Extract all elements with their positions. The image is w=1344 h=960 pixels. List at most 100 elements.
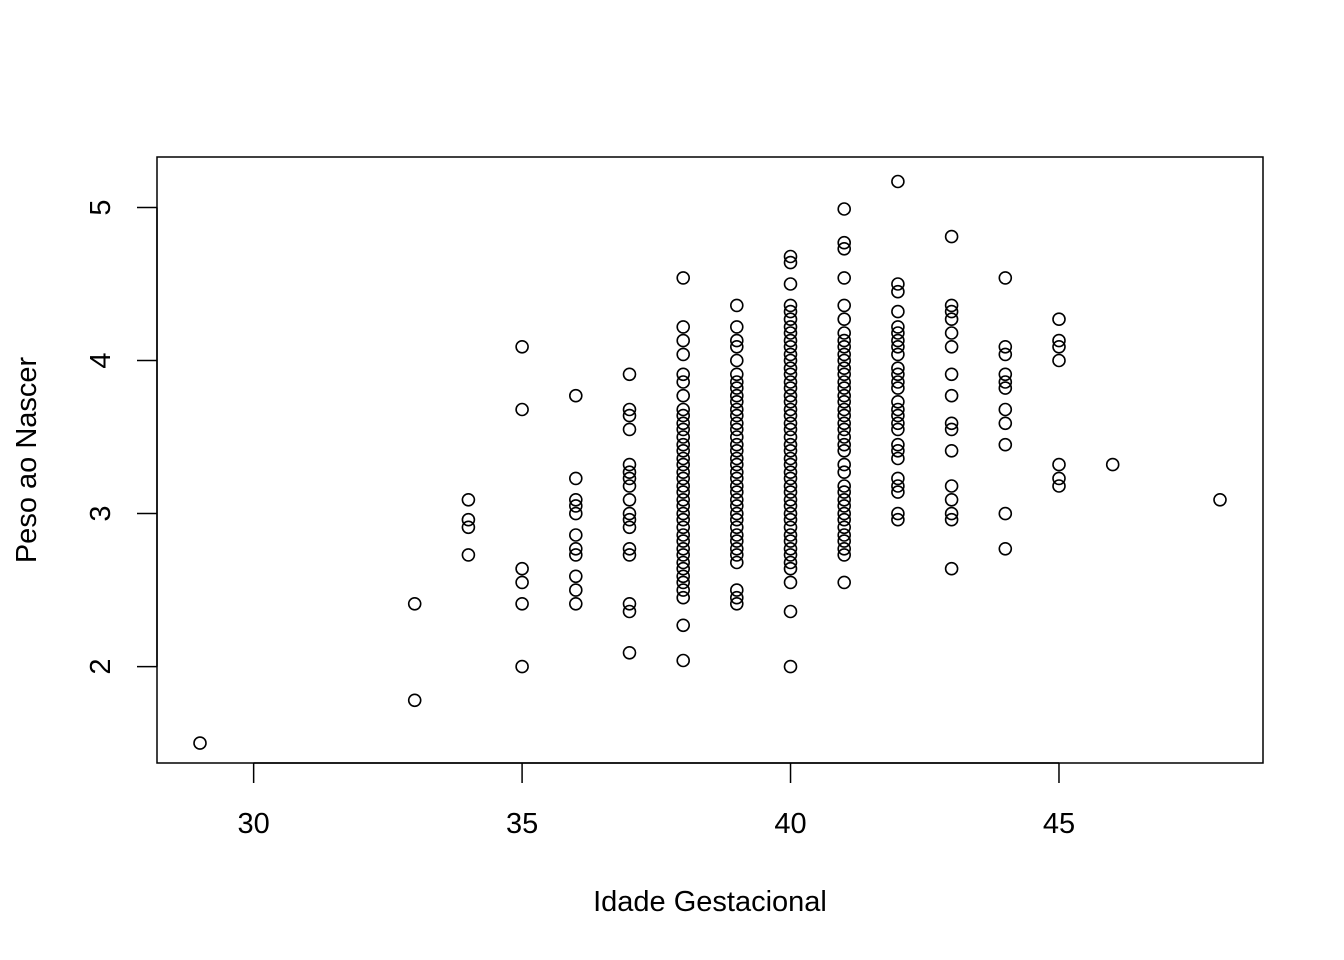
data-point <box>837 443 852 458</box>
data-point <box>837 528 852 542</box>
data-point <box>837 367 852 382</box>
data-point <box>676 548 691 562</box>
data-point <box>944 229 959 244</box>
data-point <box>944 326 959 340</box>
data-point <box>783 333 798 348</box>
data-point <box>783 465 798 480</box>
data-point <box>837 465 852 480</box>
data-point <box>622 402 637 417</box>
data-point <box>407 693 422 708</box>
data-point <box>783 499 798 513</box>
data-point <box>568 506 583 521</box>
data-point <box>891 485 905 499</box>
data-point <box>622 465 637 480</box>
data-point <box>729 339 744 354</box>
data-point <box>676 506 691 521</box>
data-point <box>944 492 959 507</box>
data-point <box>568 569 583 584</box>
data-point <box>676 408 691 423</box>
data-point <box>944 506 959 521</box>
data-point <box>837 381 852 395</box>
data-point <box>783 437 798 452</box>
data-point <box>1052 471 1066 486</box>
data-point <box>676 485 691 499</box>
data-point <box>622 541 637 556</box>
data-point <box>676 499 691 513</box>
data-point <box>891 333 905 348</box>
data-point <box>568 541 583 556</box>
data-point <box>783 277 798 291</box>
data-point <box>1052 479 1066 493</box>
data-point <box>998 375 1013 389</box>
data-point <box>622 512 637 527</box>
x-tick-label: 45 <box>1043 808 1075 840</box>
data-point <box>837 202 852 216</box>
data-point <box>944 339 959 354</box>
data-point <box>783 381 798 395</box>
data-point <box>944 367 959 382</box>
data-point <box>729 555 744 570</box>
data-point <box>891 422 905 437</box>
data-point <box>783 528 798 542</box>
data-point <box>568 492 583 507</box>
data-point <box>622 422 637 437</box>
data-point <box>729 465 744 480</box>
x-axis-title: Idade Gestacional <box>593 886 827 918</box>
data-point <box>891 512 905 527</box>
data-point <box>783 534 798 548</box>
data-point <box>729 408 744 423</box>
data-point <box>837 575 852 590</box>
data-point <box>622 645 637 660</box>
y-axis: 2 3 4 5 <box>85 199 158 675</box>
data-point <box>676 375 691 389</box>
data-point <box>783 541 798 556</box>
data-point <box>998 416 1013 431</box>
data-point <box>783 485 798 499</box>
data-point <box>891 443 905 458</box>
data-point <box>783 659 798 674</box>
data-point <box>783 471 798 486</box>
data-point <box>676 534 691 548</box>
data-point <box>729 388 744 403</box>
data-point <box>837 534 852 548</box>
data-point <box>568 596 583 611</box>
data-point <box>837 242 852 256</box>
x-axis: 30 35 40 45 <box>238 762 1075 840</box>
data-point <box>676 367 691 382</box>
data-point <box>676 430 691 444</box>
data-point <box>676 541 691 556</box>
data-point <box>837 271 852 285</box>
data-point <box>783 506 798 521</box>
data-point <box>729 479 744 493</box>
data-point <box>837 312 852 327</box>
data-point <box>676 320 691 334</box>
data-point <box>998 271 1013 285</box>
data-point <box>837 298 852 313</box>
data-point <box>783 575 798 590</box>
data-point <box>837 457 852 472</box>
data-point <box>515 339 529 354</box>
data-point <box>729 443 744 458</box>
data-point <box>729 499 744 513</box>
data-point <box>891 471 905 486</box>
data-point <box>891 479 905 493</box>
data-point <box>676 479 691 493</box>
data-point <box>783 561 798 576</box>
data-point <box>729 528 744 542</box>
data-point <box>515 402 529 417</box>
data-point <box>729 416 744 431</box>
data-point <box>729 451 744 466</box>
y-tick-label: 4 <box>85 352 117 368</box>
data-point <box>783 408 798 423</box>
data-point <box>676 416 691 431</box>
data-point <box>729 333 744 348</box>
data-point <box>944 416 959 431</box>
data-point <box>622 506 637 521</box>
data-point <box>783 361 798 376</box>
y-tick-label: 5 <box>85 199 117 215</box>
data-point <box>515 561 529 576</box>
data-point <box>783 388 798 403</box>
data-point <box>676 561 691 576</box>
data-point <box>783 548 798 562</box>
